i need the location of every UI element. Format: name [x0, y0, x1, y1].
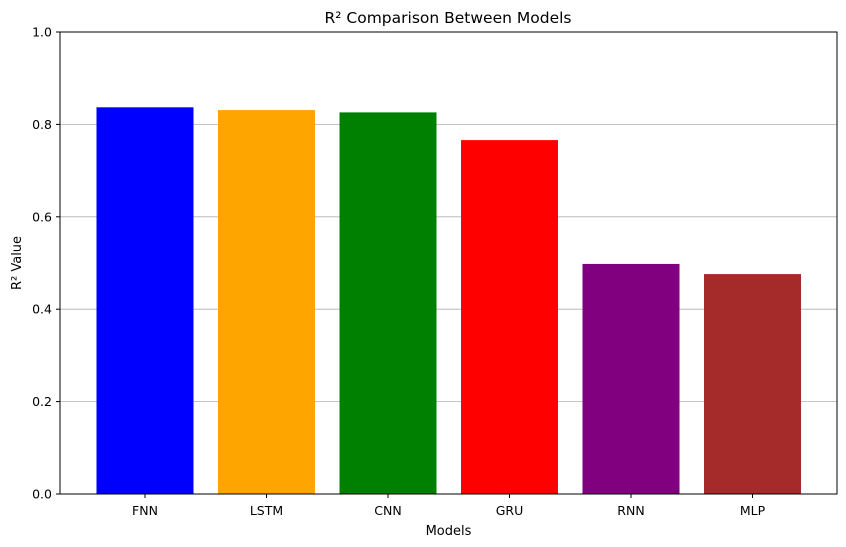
- bar-lstm: [218, 110, 315, 494]
- x-axis-label: Models: [426, 524, 472, 539]
- y-tick-label: 0.8: [32, 117, 52, 132]
- x-tick-label: LSTM: [250, 503, 283, 518]
- plot-area-frame: [59, 31, 838, 495]
- bar-gru: [461, 140, 558, 494]
- bar-rnn: [582, 263, 680, 494]
- x-axis-ticks: FNN LSTM CNN GRU RNN MLP: [132, 494, 766, 518]
- y-tick-label: 0.4: [32, 302, 52, 317]
- bar-cnn: [339, 112, 437, 494]
- x-tick-label: FNN: [132, 503, 158, 518]
- bar-mlp: [704, 274, 801, 494]
- bar-fnn: [96, 107, 194, 494]
- y-axis-ticks: 0.0 0.2 0.4 0.6 0.8 1.0: [32, 25, 60, 502]
- y-tick-label: 0.2: [32, 394, 52, 409]
- y-tick-label: 1.0: [32, 25, 52, 40]
- x-tick-label: GRU: [496, 503, 524, 518]
- y-tick-label: 0.0: [32, 487, 52, 502]
- chart-title: R² Comparison Between Models: [324, 9, 571, 27]
- y-tick-label: 0.6: [32, 209, 52, 224]
- x-tick-label: MLP: [740, 503, 766, 518]
- bars: [96, 107, 801, 494]
- x-tick-label: RNN: [617, 503, 644, 518]
- x-tick-label: CNN: [374, 503, 401, 518]
- y-axis-label: R² Value: [10, 236, 25, 290]
